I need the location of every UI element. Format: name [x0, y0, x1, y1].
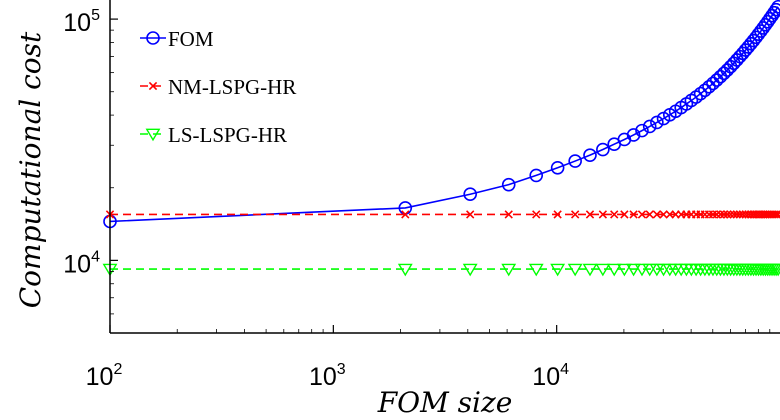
data-point: [610, 210, 619, 219]
data-point: [629, 210, 638, 219]
data-point: [770, 263, 780, 277]
data-point: [568, 154, 582, 168]
data-point: [596, 142, 610, 157]
data-point: [723, 210, 732, 219]
data-point: [773, 210, 780, 219]
data-point: [463, 187, 477, 202]
data-point: [528, 263, 544, 277]
data-point: [626, 128, 641, 142]
series-line: [109, 6, 779, 223]
legend-marker: [146, 31, 160, 45]
data-point: [504, 210, 513, 219]
data-point: [716, 210, 725, 219]
data-point: [642, 263, 658, 277]
data-point: [659, 210, 668, 219]
data-point: [401, 210, 410, 219]
data-point: [620, 210, 629, 219]
data-point: [635, 123, 649, 138]
legend-label: NM-LSPG-HR: [168, 75, 296, 99]
data-point: [582, 263, 598, 277]
data-point: [501, 263, 517, 277]
data-point: [585, 210, 595, 219]
data-point: [729, 210, 738, 219]
data-point: [570, 210, 580, 219]
x-axis-title: FOM size: [377, 386, 513, 419]
series-ls-lspg-hr: [102, 263, 780, 277]
x-tick-label: 104: [532, 361, 569, 391]
x-tick-label: 103: [309, 361, 346, 391]
data-point: [689, 90, 703, 104]
data-point: [567, 263, 583, 277]
data-point: [616, 263, 632, 277]
data-point: [550, 160, 565, 175]
data-point: [652, 210, 662, 219]
legend-marker: [148, 81, 158, 91]
plot-area: [110, 0, 780, 333]
legend-label: LS-LSPG-HR: [168, 123, 287, 147]
data-point: [645, 210, 654, 219]
data-point: [529, 168, 544, 183]
data-point: [719, 210, 729, 219]
data-point: [397, 263, 413, 277]
data-point: [706, 76, 720, 91]
tick-layer: 102 103 104 104 105: [63, 7, 771, 391]
data-point: [598, 210, 608, 219]
data-point: [583, 148, 597, 162]
data-point: [634, 263, 650, 277]
data-point: [642, 119, 657, 134]
data-point: [626, 263, 642, 277]
data-point: [466, 210, 475, 219]
legend-marker: [145, 128, 161, 142]
y-tick-label: 105: [63, 7, 100, 37]
data-point: [532, 210, 541, 219]
data-point: [501, 177, 516, 192]
data-point: [553, 210, 562, 219]
x-tick-label: 102: [86, 361, 123, 391]
data-point: [606, 263, 622, 277]
data-point: [769, 2, 780, 17]
data-point: [767, 5, 780, 20]
data-point: [702, 80, 716, 94]
data-point: [698, 83, 712, 98]
data-point: [726, 210, 735, 219]
data-point: [709, 73, 724, 87]
data-point: [650, 115, 664, 130]
legend-label: FOM: [168, 27, 214, 51]
data-point: [462, 263, 478, 277]
series-nm-lspg-hr: [105, 210, 780, 219]
data-point: [595, 263, 611, 277]
y-tick-label: 104: [63, 248, 100, 278]
series-layer: [102, 0, 780, 277]
data-point: [550, 263, 566, 277]
data-point: [637, 210, 647, 219]
data-point: [712, 210, 721, 219]
data-point: [771, 210, 780, 219]
data-point: [771, 0, 780, 14]
legend: FOM NM-LSPG-HR LS-LSPG-HR: [140, 27, 296, 147]
y-axis-title: Computational cost: [14, 31, 47, 308]
data-point: [693, 86, 708, 101]
